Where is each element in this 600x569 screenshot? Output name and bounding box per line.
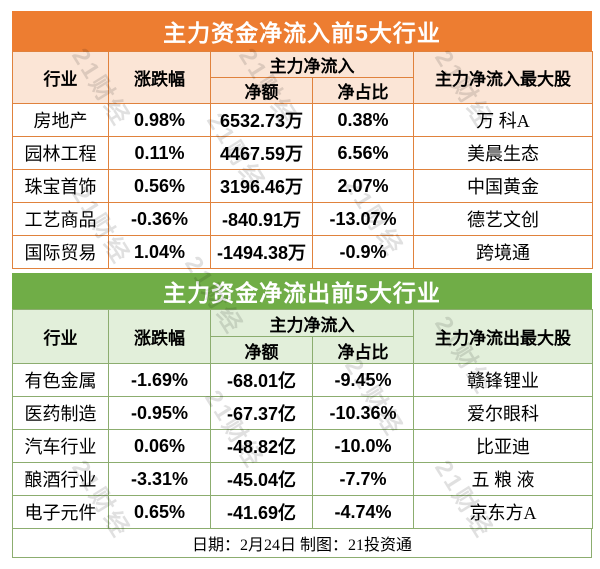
change-cell: 0.06%: [108, 429, 211, 463]
table-row: 有色金属 -1.69% -68.01亿 -9.45% 赣锋锂业: [12, 363, 593, 397]
net-ratio-cell: -13.07%: [312, 202, 414, 236]
inflow-col-change: 涨跌幅: [108, 51, 211, 104]
industry-cell: 园林工程: [12, 136, 109, 170]
inflow-col-net-amount: 净额: [210, 77, 313, 104]
table-row: 电子元件 0.65% -41.69亿 -4.74% 京东方A: [12, 495, 593, 529]
table-row: 酿酒行业 -3.31% -45.04亿 -7.7% 五 粮 液: [12, 462, 593, 496]
net-amount-cell: -48.82亿: [210, 429, 313, 463]
outflow-col-group: 主力净流入: [210, 309, 414, 337]
change-cell: -0.95%: [108, 396, 211, 430]
inflow-table-header: 行业 涨跌幅 主力净流入 主力净流入最大股 净额 净占比: [12, 51, 593, 104]
top-stock-cell: 爱尔眼科: [413, 396, 593, 430]
industry-cell: 国际贸易: [12, 235, 109, 269]
top-stock-cell: 美晨生态: [413, 136, 593, 170]
table-row: 园林工程 0.11% 4467.59万 6.56% 美晨生态: [12, 136, 593, 170]
net-ratio-cell: -10.36%: [312, 396, 414, 430]
inflow-title-banner: 主力资金净流入前5大行业: [12, 11, 592, 51]
net-amount-cell: -840.91万: [210, 202, 313, 236]
top-stock-cell: 跨境通: [413, 235, 593, 269]
table-row: 珠宝首饰 0.56% 3196.46万 2.07% 中国黄金: [12, 169, 593, 203]
footer-note: 日期：2月24日 制图：21投资通: [12, 528, 592, 558]
inflow-col-net-ratio: 净占比: [312, 77, 414, 104]
outflow-title-banner: 主力资金净流出前5大行业: [12, 273, 592, 309]
top-stock-cell: 德艺文创: [413, 202, 593, 236]
change-cell: -0.36%: [108, 202, 211, 236]
table-row: 医药制造 -0.95% -67.37亿 -10.36% 爱尔眼科: [12, 396, 593, 430]
top-stock-cell: 京东方A: [413, 495, 593, 529]
industry-cell: 酿酒行业: [12, 462, 109, 496]
industry-cell: 有色金属: [12, 363, 109, 397]
outflow-col-change: 涨跌幅: [108, 309, 211, 364]
top-stock-cell: 中国黄金: [413, 169, 593, 203]
net-amount-cell: 6532.73万: [210, 103, 313, 137]
top-stock-cell: 万 科A: [413, 103, 593, 137]
top-stock-cell: 赣锋锂业: [413, 363, 593, 397]
net-amount-cell: -68.01亿: [210, 363, 313, 397]
net-ratio-cell: 2.07%: [312, 169, 414, 203]
net-ratio-cell: -7.7%: [312, 462, 414, 496]
change-cell: 0.65%: [108, 495, 211, 529]
change-cell: -1.69%: [108, 363, 211, 397]
net-amount-cell: -41.69亿: [210, 495, 313, 529]
net-ratio-cell: -10.0%: [312, 429, 414, 463]
net-amount-cell: 3196.46万: [210, 169, 313, 203]
net-ratio-cell: 6.56%: [312, 136, 414, 170]
net-amount-cell: -45.04亿: [210, 462, 313, 496]
change-cell: 0.11%: [108, 136, 211, 170]
outflow-col-net-ratio: 净占比: [312, 336, 414, 364]
change-cell: 1.04%: [108, 235, 211, 269]
infographic-canvas: 主力资金净流入前5大行业 行业 涨跌幅 主力净流入 主力净流入最大股 净额 净占…: [12, 11, 593, 558]
change-cell: -3.31%: [108, 462, 211, 496]
industry-cell: 房地产: [12, 103, 109, 137]
change-cell: 0.98%: [108, 103, 211, 137]
inflow-col-top-stock: 主力净流入最大股: [413, 51, 593, 104]
top-stock-cell: 比亚迪: [413, 429, 593, 463]
industry-cell: 医药制造: [12, 396, 109, 430]
table-row: 房地产 0.98% 6532.73万 0.38% 万 科A: [12, 103, 593, 137]
industry-cell: 电子元件: [12, 495, 109, 529]
inflow-col-industry: 行业: [12, 51, 109, 104]
net-amount-cell: -1494.38万: [210, 235, 313, 269]
table-row: 汽车行业 0.06% -48.82亿 -10.0% 比亚迪: [12, 429, 593, 463]
outflow-table: 行业 涨跌幅 主力净流入 主力净流出最大股 净额 净占比 有色金属 -1.69%…: [12, 309, 593, 529]
table-row: 国际贸易 1.04% -1494.38万 -0.9% 跨境通: [12, 235, 593, 269]
inflow-table: 行业 涨跌幅 主力净流入 主力净流入最大股 净额 净占比 房地产 0.98% 6…: [12, 51, 593, 269]
outflow-table-header: 行业 涨跌幅 主力净流入 主力净流出最大股 净额 净占比: [12, 309, 593, 364]
inflow-col-group: 主力净流入: [210, 51, 414, 78]
outflow-col-net-amount: 净额: [210, 336, 313, 364]
industry-cell: 汽车行业: [12, 429, 109, 463]
net-ratio-cell: -0.9%: [312, 235, 414, 269]
change-cell: 0.56%: [108, 169, 211, 203]
net-ratio-cell: -9.45%: [312, 363, 414, 397]
net-ratio-cell: 0.38%: [312, 103, 414, 137]
industry-cell: 珠宝首饰: [12, 169, 109, 203]
outflow-col-industry: 行业: [12, 309, 109, 364]
industry-cell: 工艺商品: [12, 202, 109, 236]
net-amount-cell: -67.37亿: [210, 396, 313, 430]
net-amount-cell: 4467.59万: [210, 136, 313, 170]
net-ratio-cell: -4.74%: [312, 495, 414, 529]
top-stock-cell: 五 粮 液: [413, 462, 593, 496]
table-row: 工艺商品 -0.36% -840.91万 -13.07% 德艺文创: [12, 202, 593, 236]
outflow-col-top-stock: 主力净流出最大股: [413, 309, 593, 364]
